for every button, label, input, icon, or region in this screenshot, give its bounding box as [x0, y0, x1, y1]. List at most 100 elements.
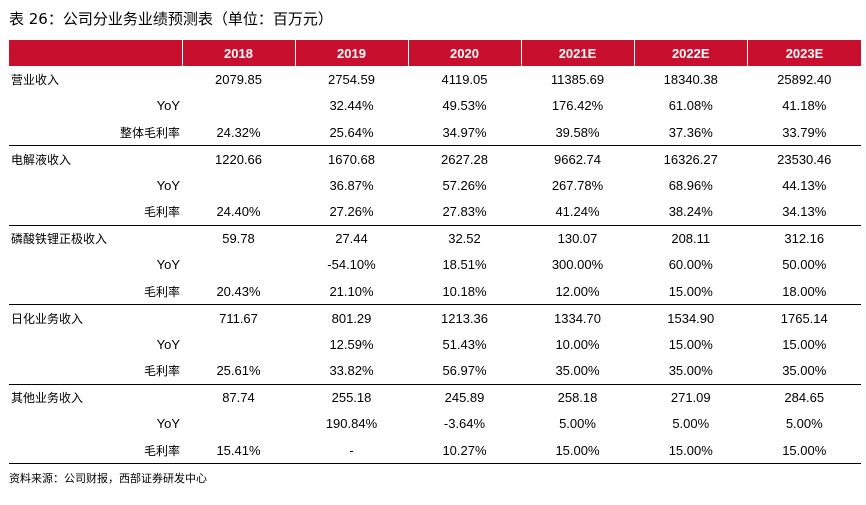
table-cell: 33.82% [295, 357, 408, 385]
table-cell: 34.97% [408, 119, 521, 146]
header-cell-year: 2020 [408, 40, 522, 66]
header-cell-year: 2022E [634, 40, 748, 66]
table-cell: 208.11 [671, 231, 711, 246]
table-cell: 35.00% [521, 357, 634, 385]
table-cell: 87.74 [222, 390, 255, 405]
table-cell: 27.44 [335, 231, 368, 246]
header-cell-year: 2018 [182, 40, 296, 66]
row-label: 日化业务收入 [11, 311, 84, 326]
row-label: 整体毛利率 [9, 119, 182, 146]
table-cell: 33.79% [747, 119, 861, 146]
table-cell: 60.00% [668, 257, 713, 273]
table-row: YoY 36.87% 57.26% 267.78% 68.96% 44.13% [9, 172, 861, 199]
table-title: 表 26：公司分业务业绩预测表（单位：百万元） [9, 10, 333, 28]
row-label: YoY [156, 177, 180, 193]
table-cell: 5.00% [672, 416, 710, 432]
table-cell: 190.84% [325, 416, 378, 432]
table-cell: 18.00% [747, 278, 861, 305]
table-cell: 312.16 [784, 231, 825, 246]
table-cell: 1534.90 [667, 310, 715, 326]
row-label: 毛利率 [9, 357, 182, 385]
row-label: 营业收入 [11, 72, 60, 87]
table-cell: -54.10% [327, 257, 376, 273]
table-cell: 49.53% [442, 98, 487, 114]
table-cell: 59.78 [222, 231, 255, 246]
table-cell: 27.26% [295, 198, 408, 226]
row-label: 毛利率 [9, 437, 182, 464]
table-cell: 15.00% [668, 336, 713, 352]
table-row: 毛利率 24.40% 27.26% 27.83% 41.24% 38.24% 34.13% [9, 198, 861, 226]
header-cell-year: 2021E [521, 40, 635, 66]
table-cell: 10.00% [555, 336, 600, 352]
table-cell: 801.29 [331, 310, 372, 326]
table-cell: 15.00% [747, 437, 861, 464]
header-cell-year: 2023E [785, 45, 824, 61]
table-cell [182, 331, 295, 358]
header-row: 2018 2019 2020 2021E 2022E 2023E [9, 40, 861, 66]
table-cell: 284.65 [784, 390, 825, 405]
table-cell: 37.36% [634, 119, 748, 146]
table-cell [182, 252, 295, 279]
table-cell: 23530.46 [777, 151, 832, 167]
table-cell: 12.00% [521, 278, 634, 305]
row-label: 其他业务收入 [11, 391, 84, 405]
table-row: 毛利率 15.41% -10.27% 15.00% 15.00% 15.00% [9, 437, 861, 464]
table-cell: 34.13% [747, 198, 861, 226]
row-label: YoY [156, 98, 180, 114]
table-row: YoY 12.59% 51.43% 10.00% 15.00% 15.00% [9, 331, 861, 358]
table-row: YoY -54.10% 18.51% 300.00% 60.00% 50.00% [9, 252, 861, 279]
table-row: 整体毛利率 24.32% 25.64% 34.97% 39.58% 37.36% 33.79… [9, 119, 861, 146]
table-cell: 38.24% [634, 198, 748, 226]
table-cell: 25.61% [182, 357, 295, 385]
row-label: 毛利率 [9, 278, 182, 305]
table-cell: 15.00% [521, 437, 634, 464]
table-cell: 57.26% [442, 177, 487, 193]
table-cell: 35.00% [747, 357, 861, 385]
table-cell: 4119.05 [441, 71, 488, 87]
table-cell: 267.78% [551, 177, 604, 193]
table-cell: 130.07 [557, 231, 598, 246]
table-cell: 39.58% [521, 119, 634, 146]
table-cell: 1670.68 [328, 151, 375, 167]
table-row: YoY 32.44% 49.53% 176.42% 61.08% 41.18% [9, 93, 861, 120]
forecast-table: 2018 2019 2020 2021E 2022E 2023E 营业收入 207… [9, 40, 861, 464]
row-label: 磷酸铁锂正极收入 [11, 232, 108, 246]
table-cell: 10.27% [408, 437, 521, 464]
table-cell: 2754.59 [328, 71, 375, 87]
table-cell: 24.32% [182, 119, 295, 146]
table-cell: 2079.85 [215, 71, 262, 87]
table-cell: 5.00% [559, 416, 596, 432]
table-row: 磷酸铁锂正极收入 59.78 27.44 32.52 130.07 208.11 312.1… [9, 225, 861, 252]
table-cell: 5.00% [785, 416, 823, 432]
table-cell: 44.13% [782, 177, 827, 193]
table-cell: 51.43% [442, 336, 487, 352]
table-cell: 25892.40 [777, 71, 832, 87]
table-row: 电解液收入 1220.66 1670.68 2627.28 9662.74 16326.2… [9, 146, 861, 173]
table-cell: 300.00% [551, 257, 604, 273]
table-row: 其他业务收入 87.74 255.18 245.89 258.18 271.09 284.6… [9, 384, 861, 411]
table-cell: 20.43% [182, 278, 295, 305]
forecast-table-container: 2018 2019 2020 2021E 2022E 2023E 营业收入 207… [9, 40, 861, 464]
table-cell: 15.00% [634, 437, 748, 464]
table-cell: - [295, 437, 408, 464]
row-label: YoY [156, 257, 180, 273]
table-cell: 245.89 [444, 390, 485, 405]
table-cell [182, 411, 295, 438]
table-cell: 32.52 [448, 231, 481, 246]
table-cell: 36.87% [329, 177, 374, 193]
table-cell: 9662.74 [554, 151, 601, 167]
table-cell: 21.10% [295, 278, 408, 305]
table-header: 2018 2019 2020 2021E 2022E 2023E [9, 40, 861, 66]
table-cell: 24.40% [182, 198, 295, 226]
table-cell: 41.24% [521, 198, 634, 226]
table-cell: 16326.27 [663, 151, 718, 167]
table-cell: 27.83% [408, 198, 521, 226]
table-cell: 25.64% [295, 119, 408, 146]
table-row: 日化业务收入 711.67 801.29 1213.36 1334.70 1534.90 1… [9, 305, 861, 332]
row-label: 毛利率 [9, 198, 182, 226]
table-cell: 1334.70 [554, 310, 601, 326]
table-cell: 32.44% [329, 98, 374, 114]
table-cell: 255.18 [331, 390, 372, 405]
table-cell: 176.42% [551, 98, 604, 114]
table-row: 毛利率 20.43% 21.10% 10.18% 12.00% 15.00% 18.00% [9, 278, 861, 305]
